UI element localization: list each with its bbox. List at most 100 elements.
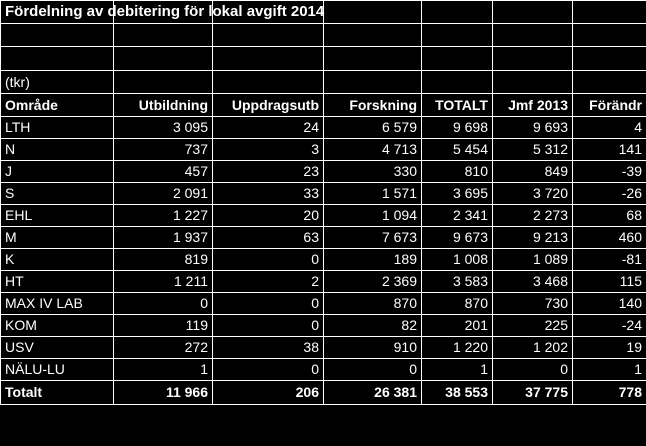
cell-uppdragsutb[interactable]: 63 xyxy=(212,226,324,249)
cell-omrade[interactable]: J xyxy=(0,160,114,183)
cell-jmf-2013[interactable]: 5 312 xyxy=(492,138,573,161)
empty-cell[interactable] xyxy=(323,46,422,71)
empty-cell[interactable] xyxy=(212,23,324,47)
cell-totalt[interactable]: 870 xyxy=(421,292,493,315)
cell-forskning[interactable]: 7 673 xyxy=(323,226,422,249)
header-utbildning[interactable]: Utbildning xyxy=(113,93,213,117)
cell-totalt[interactable]: 1 xyxy=(421,358,493,381)
title-cell[interactable]: Fördelning av debitering för lokal avgif… xyxy=(0,0,324,24)
cell-forandr[interactable]: 1 xyxy=(572,358,646,381)
cell-forandr[interactable]: 19 xyxy=(572,336,646,359)
cell-jmf-2013[interactable]: 1 202 xyxy=(492,336,573,359)
empty-cell[interactable] xyxy=(492,70,573,94)
cell-forandr[interactable]: 460 xyxy=(572,226,646,249)
cell-uppdragsutb[interactable]: 23 xyxy=(212,160,324,183)
empty-cell[interactable] xyxy=(572,46,646,71)
cell-utbildning[interactable]: 2 091 xyxy=(113,182,213,205)
empty-cell[interactable] xyxy=(323,0,422,24)
cell-jmf-2013[interactable]: 849 xyxy=(492,160,573,183)
cell-jmf-2013[interactable]: 0 xyxy=(492,358,573,381)
cell-utbildning[interactable]: 457 xyxy=(113,160,213,183)
cell-uppdragsutb[interactable]: 33 xyxy=(212,182,324,205)
cell-forandr[interactable]: -26 xyxy=(572,182,646,205)
cell-totalt[interactable]: 201 xyxy=(421,314,493,337)
empty-cell[interactable] xyxy=(421,23,493,47)
cell-utbildning[interactable]: 119 xyxy=(113,314,213,337)
cell-uppdragsutb[interactable]: 2 xyxy=(212,270,324,293)
cell-omrade[interactable]: S xyxy=(0,182,114,205)
cell-omrade[interactable]: EHL xyxy=(0,204,114,227)
cell-forskning[interactable]: 4 713 xyxy=(323,138,422,161)
cell-forandr[interactable]: 4 xyxy=(572,116,646,139)
header-forandr[interactable]: Förändr xyxy=(572,93,646,117)
cell-totalt[interactable]: 2 341 xyxy=(421,204,493,227)
header-forskning[interactable]: Forskning xyxy=(323,93,422,117)
cell-forandr[interactable]: -81 xyxy=(572,248,646,271)
cell-utbildning[interactable]: 1 xyxy=(113,358,213,381)
cell-utbildning[interactable]: 3 095 xyxy=(113,116,213,139)
empty-cell[interactable] xyxy=(421,70,493,94)
empty-cell[interactable] xyxy=(212,46,324,71)
cell-forskning[interactable]: 910 xyxy=(323,336,422,359)
empty-cell[interactable] xyxy=(113,23,213,47)
total-forskning[interactable]: 26 381 xyxy=(323,380,422,405)
empty-cell[interactable] xyxy=(0,46,114,71)
cell-totalt[interactable]: 1 008 xyxy=(421,248,493,271)
cell-forandr[interactable]: 141 xyxy=(572,138,646,161)
cell-forandr[interactable]: -24 xyxy=(572,314,646,337)
cell-forandr[interactable]: 68 xyxy=(572,204,646,227)
total-jmf-2013[interactable]: 37 775 xyxy=(492,380,573,405)
cell-uppdragsutb[interactable]: 3 xyxy=(212,138,324,161)
cell-uppdragsutb[interactable]: 0 xyxy=(212,248,324,271)
cell-totalt[interactable]: 9 698 xyxy=(421,116,493,139)
cell-forandr[interactable]: 115 xyxy=(572,270,646,293)
empty-cell[interactable] xyxy=(113,70,213,94)
cell-forandr[interactable]: 140 xyxy=(572,292,646,315)
cell-totalt[interactable]: 810 xyxy=(421,160,493,183)
empty-cell[interactable] xyxy=(492,23,573,47)
cell-jmf-2013[interactable]: 1 089 xyxy=(492,248,573,271)
cell-utbildning[interactable]: 1 937 xyxy=(113,226,213,249)
cell-omrade[interactable]: N xyxy=(0,138,114,161)
cell-utbildning[interactable]: 272 xyxy=(113,336,213,359)
cell-totalt[interactable]: 5 454 xyxy=(421,138,493,161)
cell-jmf-2013[interactable]: 9 213 xyxy=(492,226,573,249)
cell-totalt[interactable]: 3 583 xyxy=(421,270,493,293)
cell-forskning[interactable]: 82 xyxy=(323,314,422,337)
header-jmf-2013[interactable]: Jmf 2013 xyxy=(492,93,573,117)
empty-cell[interactable] xyxy=(572,0,646,24)
empty-cell[interactable] xyxy=(572,70,646,94)
cell-jmf-2013[interactable]: 9 693 xyxy=(492,116,573,139)
empty-cell[interactable] xyxy=(421,0,493,24)
empty-cell[interactable] xyxy=(323,23,422,47)
cell-omrade[interactable]: HT xyxy=(0,270,114,293)
total-totalt[interactable]: 38 553 xyxy=(421,380,493,405)
cell-forskning[interactable]: 1 571 xyxy=(323,182,422,205)
empty-cell[interactable] xyxy=(572,23,646,47)
cell-omrade[interactable]: M xyxy=(0,226,114,249)
empty-cell[interactable] xyxy=(212,70,324,94)
cell-forskning[interactable]: 330 xyxy=(323,160,422,183)
cell-jmf-2013[interactable]: 730 xyxy=(492,292,573,315)
total-forandr[interactable]: 778 xyxy=(572,380,646,405)
cell-omrade[interactable]: MAX IV LAB xyxy=(0,292,114,315)
cell-totalt[interactable]: 1 220 xyxy=(421,336,493,359)
cell-uppdragsutb[interactable]: 20 xyxy=(212,204,324,227)
empty-cell[interactable] xyxy=(492,46,573,71)
cell-uppdragsutb[interactable]: 0 xyxy=(212,314,324,337)
unit-label[interactable]: (tkr) xyxy=(0,70,114,94)
total-uppdragsutb[interactable]: 206 xyxy=(212,380,324,405)
total-utbildning[interactable]: 11 966 xyxy=(113,380,213,405)
cell-uppdragsutb[interactable]: 0 xyxy=(212,292,324,315)
cell-uppdragsutb[interactable]: 38 xyxy=(212,336,324,359)
header-uppdragsutb[interactable]: Uppdragsutb xyxy=(212,93,324,117)
cell-uppdragsutb[interactable]: 0 xyxy=(212,358,324,381)
cell-utbildning[interactable]: 737 xyxy=(113,138,213,161)
cell-omrade[interactable]: NÄLU-LU xyxy=(0,358,114,381)
cell-forskning[interactable]: 1 094 xyxy=(323,204,422,227)
cell-forskning[interactable]: 2 369 xyxy=(323,270,422,293)
total-omrade[interactable]: Totalt xyxy=(0,380,114,405)
cell-omrade[interactable]: USV xyxy=(0,336,114,359)
cell-forskning[interactable]: 0 xyxy=(323,358,422,381)
cell-jmf-2013[interactable]: 3 720 xyxy=(492,182,573,205)
